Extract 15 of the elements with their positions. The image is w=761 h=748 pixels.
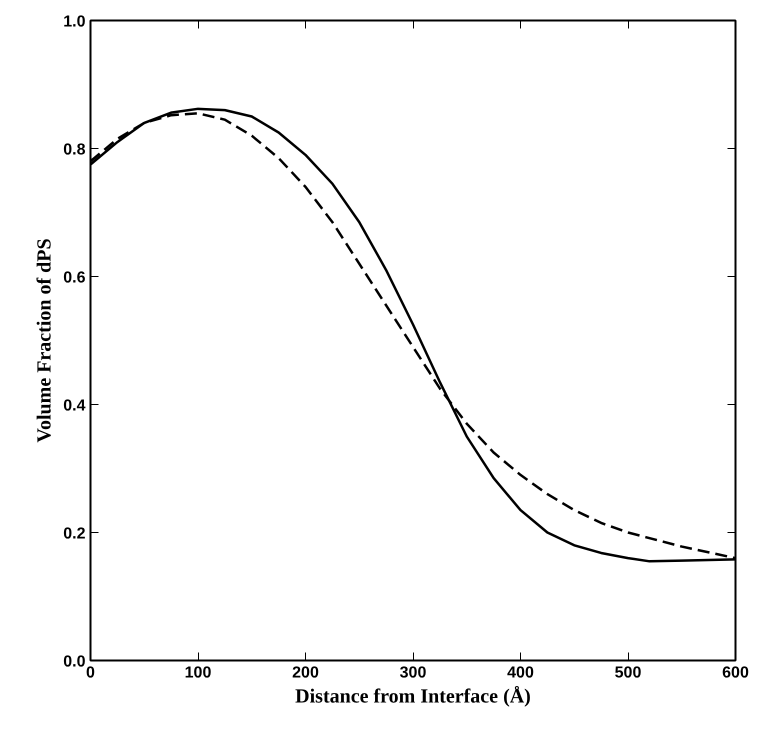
x-tick-label: 100: [184, 664, 212, 682]
y-tick-label: 0.4: [63, 398, 86, 414]
x-tick-label: 300: [400, 664, 426, 682]
x-tick-label: 500: [614, 664, 642, 682]
y-tick-label: 0.6: [63, 270, 86, 286]
y-axis-title: Volume Fraction of dPS: [33, 238, 56, 443]
x-tick-label: 600: [722, 664, 749, 682]
x-axis-title: Distance from Interface (Å): [295, 686, 531, 708]
y-tick-label: 0.8: [63, 142, 86, 158]
x-tick-label: 200: [292, 664, 319, 682]
x-tick-label: 400: [507, 664, 534, 682]
y-tick-label: 0.0: [63, 654, 86, 670]
x-tick-label: 0: [86, 664, 96, 682]
y-tick-label: 1.0: [63, 14, 86, 30]
y-tick-label: 0.2: [63, 526, 86, 542]
